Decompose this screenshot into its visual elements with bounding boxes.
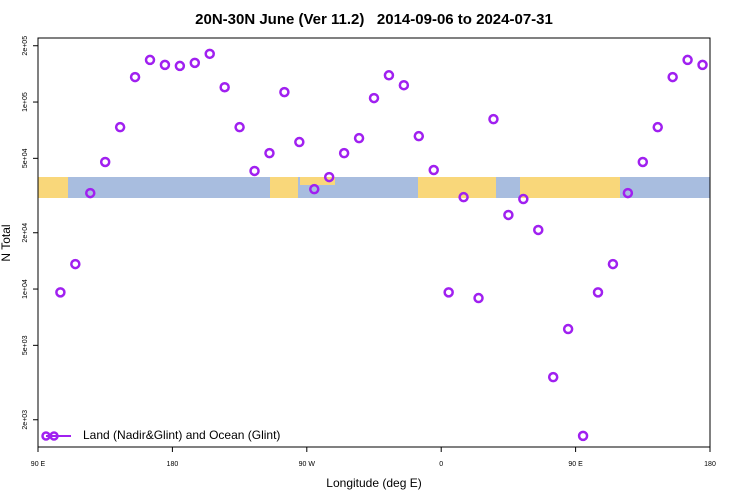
point xyxy=(368,92,380,104)
x-tick-label: 0 xyxy=(439,461,443,468)
point xyxy=(533,224,544,236)
legend-label: Land (Nadir&Glint) and Ocean (Glint) xyxy=(83,428,280,442)
point xyxy=(323,171,335,183)
point xyxy=(70,258,81,270)
point xyxy=(353,132,365,144)
point xyxy=(503,209,514,221)
point xyxy=(129,71,141,83)
point xyxy=(144,54,156,66)
y-tick-label: 1e+04 xyxy=(22,279,29,299)
plot-frame xyxy=(37,37,711,448)
point xyxy=(279,86,290,98)
y-tick-label: 2e+05 xyxy=(22,36,29,56)
point xyxy=(114,121,126,133)
point xyxy=(547,371,559,383)
legend-marker xyxy=(49,431,59,441)
y-tick-label: 5e+03 xyxy=(22,335,29,355)
y-tick-label: 1e+05 xyxy=(22,92,29,112)
y-tick-label: 5e+04 xyxy=(22,148,29,168)
point xyxy=(562,323,574,335)
point xyxy=(622,187,634,199)
point xyxy=(383,70,395,81)
point xyxy=(697,59,708,71)
point xyxy=(488,113,499,125)
point xyxy=(264,147,275,159)
x-tick-label: 90 E xyxy=(31,461,46,468)
point xyxy=(518,193,529,205)
point xyxy=(428,164,439,176)
x-tick-label: 180 xyxy=(167,461,179,468)
point xyxy=(637,156,649,168)
point xyxy=(667,71,678,83)
point xyxy=(204,48,215,60)
chart-title: 20N-30N June (Ver 11.2) 2014-09-06 to 20… xyxy=(195,11,553,28)
point xyxy=(652,121,663,133)
y-tick-label: 2e+03 xyxy=(22,410,29,430)
x-tick-label: 180 xyxy=(704,461,716,468)
point xyxy=(607,258,619,270)
point xyxy=(249,165,260,177)
point xyxy=(413,130,425,142)
point xyxy=(338,147,350,159)
x-axis-label: Longitude (deg E) xyxy=(326,476,421,490)
point xyxy=(443,287,454,298)
point xyxy=(682,54,693,66)
point xyxy=(592,287,604,298)
point xyxy=(174,60,186,72)
point xyxy=(458,191,469,203)
point xyxy=(189,57,201,69)
map-band xyxy=(38,177,710,198)
point xyxy=(234,121,245,133)
point xyxy=(55,287,66,298)
point xyxy=(99,156,111,168)
point xyxy=(219,81,230,93)
point xyxy=(159,59,171,71)
point xyxy=(473,292,484,304)
point xyxy=(294,136,305,148)
point xyxy=(85,187,96,199)
x-tick-label: 90 E xyxy=(568,461,583,468)
y-axis-label: N Total xyxy=(0,224,13,261)
y-tick-label: 2e+04 xyxy=(22,223,29,243)
point xyxy=(577,430,589,442)
x-tick-label: 90 W xyxy=(299,461,316,468)
point xyxy=(309,183,320,195)
point xyxy=(398,79,410,91)
